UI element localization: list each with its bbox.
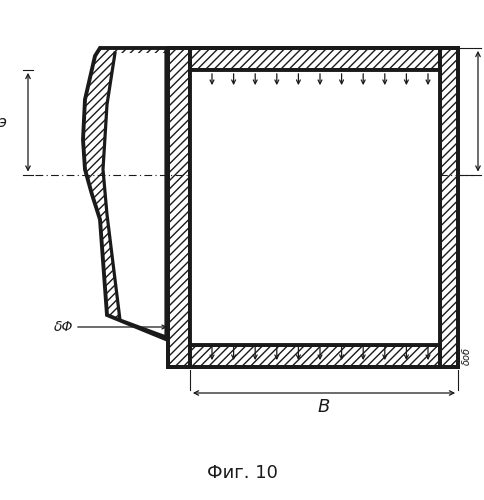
Polygon shape	[190, 345, 439, 367]
Text: B: B	[317, 398, 330, 416]
Polygon shape	[167, 48, 190, 367]
Polygon shape	[83, 48, 167, 367]
Polygon shape	[103, 53, 166, 337]
Text: δоб: δоб	[461, 347, 471, 365]
Polygon shape	[190, 48, 439, 70]
Text: δΦ: δΦ	[54, 320, 73, 334]
Text: Rэ: Rэ	[0, 115, 8, 130]
Text: Фиг. 10: Фиг. 10	[206, 464, 277, 482]
Polygon shape	[190, 70, 439, 345]
Text: ρ: ρ	[320, 244, 338, 275]
Polygon shape	[439, 48, 457, 367]
